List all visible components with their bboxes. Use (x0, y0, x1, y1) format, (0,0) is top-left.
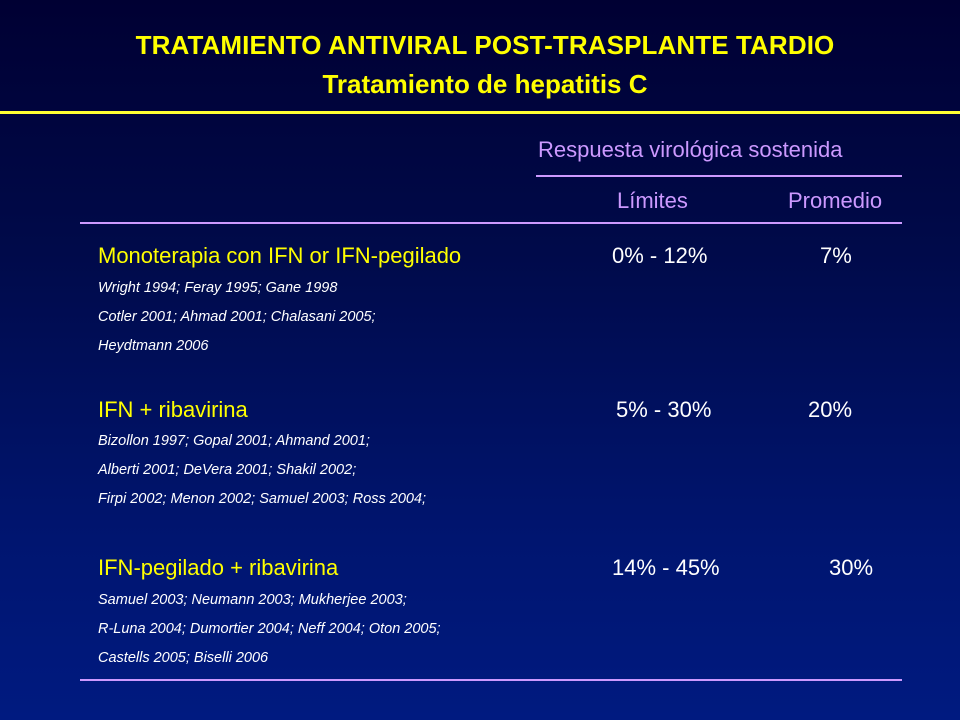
reference-line: Samuel 2003; Neumann 2003; Mukherjee 200… (98, 592, 407, 608)
reference-line: Wright 1994; Feray 1995; Gane 1998 (98, 280, 338, 296)
reference-line: Cotler 2001; Ahmad 2001; Chalasani 2005; (98, 309, 376, 325)
column-header-average: Promedio (788, 188, 883, 213)
table-bottom-rule (80, 679, 902, 681)
range-pegifn-ribavirin: 14% - 45% (612, 555, 720, 580)
treatment-name-ifn-ribavirin: IFN + ribavirina (98, 397, 248, 422)
treatment-name-monotherapy: Monoterapia con IFN or IFN-pegilado (98, 243, 462, 268)
column-group-underline (536, 175, 902, 177)
slide-subtitle: Tratamiento de hepatitis C (322, 69, 648, 99)
column-header-limits: Límites (617, 188, 688, 213)
reference-line: Alberti 2001; DeVera 2001; Shakil 2002; (98, 462, 357, 478)
average-monotherapy: 7% (820, 243, 852, 268)
range-ifn-ribavirin: 5% - 30% (616, 397, 712, 422)
reference-line: R-Luna 2004; Dumortier 2004; Neff 2004; … (98, 621, 441, 637)
treatment-name-pegifn-ribavirin: IFN-pegilado + ribavirina (98, 555, 339, 580)
reference-line: Heydtmann 2006 (98, 338, 209, 354)
reference-line: Firpi 2002; Menon 2002; Samuel 2003; Ros… (98, 491, 427, 507)
slide-title: TRATAMIENTO ANTIVIRAL POST-TRASPLANTE TA… (135, 30, 835, 60)
range-monotherapy: 0% - 12% (612, 243, 708, 268)
table-top-rule (80, 222, 902, 224)
average-ifn-ribavirin: 20% (808, 397, 853, 422)
average-pegifn-ribavirin: 30% (829, 555, 874, 580)
reference-line: Castells 2005; Biselli 2006 (98, 650, 269, 666)
reference-line: Bizollon 1997; Gopal 2001; Ahmand 2001; (98, 433, 370, 449)
column-group-header: Respuesta virológica sostenida (538, 137, 843, 162)
title-divider (0, 111, 960, 114)
